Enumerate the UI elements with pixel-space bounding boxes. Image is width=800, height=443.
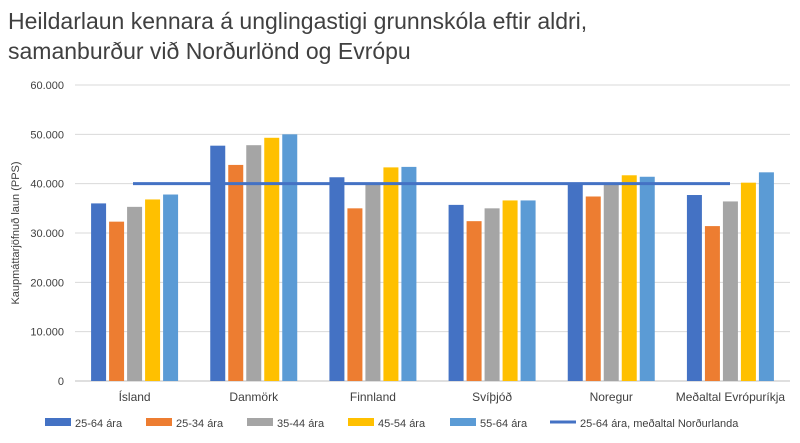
x-category-label: Svíþjóð [472, 390, 512, 404]
bar [585, 196, 601, 381]
y-tick-label: 0 [58, 376, 64, 388]
legend-swatch [450, 418, 476, 426]
bar [329, 177, 345, 381]
chart-title-line-2: samanburður við Norðurlönd og Evrópu [8, 38, 411, 64]
bar [704, 226, 720, 381]
bar [722, 201, 738, 381]
bar [91, 203, 107, 381]
bar [621, 175, 637, 381]
x-category-label: Noregur [590, 390, 633, 404]
bar [401, 166, 417, 381]
legend-label: 25-64 ára, meðaltal Norðurlanda [580, 418, 739, 430]
legend-label: 45-54 ára [378, 418, 426, 430]
y-axis-label: Kaupmáttarjöfnuð laun (PPS) [10, 161, 22, 304]
bar [109, 221, 125, 381]
bar [502, 200, 518, 381]
bar [466, 221, 482, 381]
x-category-label: Meðaltal Evrópuríkja [676, 390, 786, 404]
bar [347, 208, 363, 381]
bar [758, 172, 774, 381]
x-category-label: Danmörk [229, 390, 279, 404]
bar [228, 164, 244, 381]
legend-label: 25-64 ára [75, 418, 123, 430]
bar [246, 145, 262, 381]
bar [264, 137, 280, 381]
bar [127, 206, 143, 381]
legend-swatch [247, 418, 273, 426]
bar [639, 176, 655, 381]
chart-title-line-1: Heildarlaun kennara á unglingastigi grun… [8, 8, 588, 34]
legend-label: 55-64 ára [480, 418, 528, 430]
bar [145, 199, 161, 381]
bar [282, 134, 298, 381]
y-tick-label: 10.000 [30, 327, 64, 339]
y-tick-label: 60.000 [30, 80, 64, 92]
legend-label: 25-34 ára [176, 418, 224, 430]
x-category-label: Finnland [350, 390, 396, 404]
legend-label: 35-44 ára [277, 418, 325, 430]
bar [686, 195, 702, 381]
y-tick-label: 30.000 [30, 228, 64, 240]
bar [603, 183, 619, 381]
bar [383, 167, 399, 381]
bar [210, 145, 226, 381]
y-tick-label: 40.000 [30, 179, 64, 191]
bar [520, 200, 536, 381]
bar [484, 208, 500, 381]
bar [163, 194, 179, 381]
legend-swatch [45, 418, 71, 426]
legend-swatch [146, 418, 172, 426]
x-category-label: Ísland [119, 389, 151, 404]
bar [567, 184, 583, 381]
chart-title: Heildarlaun kennara á unglingastigi grun… [8, 6, 788, 66]
legend-swatch [348, 418, 374, 426]
bar [740, 182, 756, 381]
bar [448, 204, 464, 381]
bar [365, 184, 381, 381]
y-tick-label: 20.000 [30, 277, 64, 289]
y-tick-label: 50.000 [30, 129, 64, 141]
